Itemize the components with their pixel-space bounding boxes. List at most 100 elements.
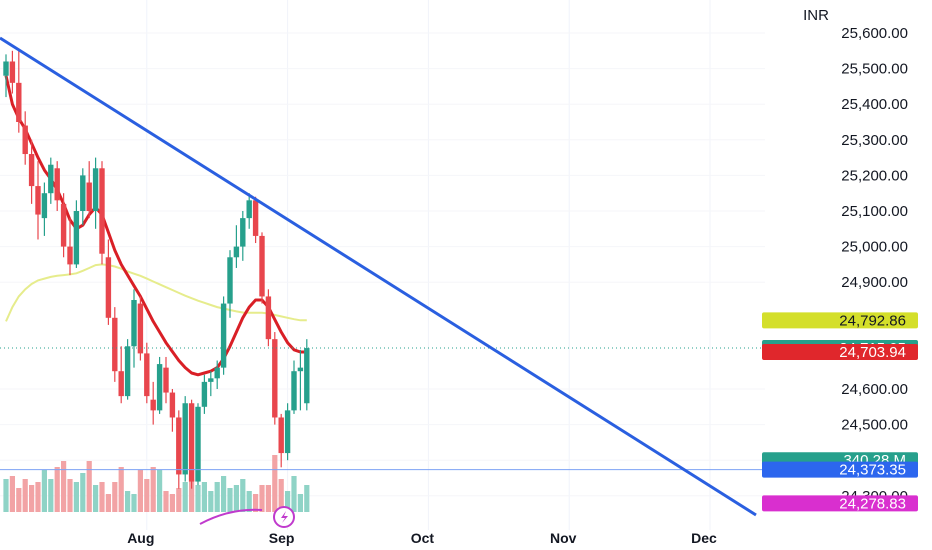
candle-body [54,168,60,201]
candle [201,374,208,414]
volume-bar [214,482,220,512]
candle-body [112,317,118,372]
candle [227,250,233,318]
candle [233,225,240,268]
candle [9,50,16,94]
y-tick-label: 25,300.00 [841,132,908,149]
y-tick-label: 24,600.00 [841,381,908,398]
moving-averages [4,75,307,377]
price-badge-background [762,312,918,329]
volume-bar [22,479,28,512]
volume-bar [304,485,310,512]
candle-body [80,175,86,211]
candle [48,157,54,204]
volume-bar [227,488,233,512]
grid [146,0,711,530]
volume-bar [265,485,271,512]
candle [304,339,310,411]
candle-body [105,257,112,318]
candle [272,332,278,425]
x-tick-label: Nov [550,530,577,546]
x-tick-label: Sep [269,530,295,546]
price-badge: 24,373.35 [762,461,918,479]
candles [3,50,310,489]
x-tick-label: Aug [127,530,154,546]
volume-bar [176,488,182,512]
volume-bar [93,485,99,512]
candle [291,360,297,414]
candle-body [297,367,304,372]
y-tick-label: 25,400.00 [841,96,908,113]
candle-body [16,82,22,122]
candle-body [201,381,208,407]
price-axis[interactable]: INR 25,600.00 25,500.00 25,400.00 25,300.00… [803,7,908,505]
candle-body [92,168,99,211]
candle [99,161,105,265]
y-tick-label: 24,900.00 [841,274,908,291]
candle-body [291,371,297,411]
volume-bar [9,476,15,512]
candle [163,356,169,404]
volume-bar [233,485,239,512]
candle [41,182,48,236]
candle-body [208,378,214,382]
candle [176,410,182,489]
candle [246,193,252,229]
candle [240,211,246,261]
candle-body [176,417,182,475]
y-tick-label: 25,600.00 [841,25,908,42]
volume-bar [246,491,252,512]
indicator-marker[interactable] [199,506,295,528]
candle-body [99,168,105,254]
trend-line [0,36,757,517]
candle [278,413,284,468]
candle-body [156,364,163,411]
candle [28,139,35,204]
price-badge-label: 24,278.83 [839,495,906,512]
candle [252,196,259,244]
candle-body [35,186,41,215]
candle [208,371,214,397]
candle-body [272,339,278,418]
candle [3,54,9,98]
volume-bar [278,479,284,512]
volume-bar [195,485,201,512]
candle [73,200,80,268]
candle [105,239,112,325]
candle-body [144,353,150,397]
volume-bar [157,470,163,512]
candle-body [259,235,265,297]
volume-bar [3,479,9,512]
candle-body [9,61,16,83]
volume-bar [67,479,73,512]
candle-body [41,193,48,219]
candle [137,296,144,361]
volume-bar [16,488,22,512]
volume-bar [73,482,79,512]
volume-bar [29,485,35,512]
x-tick-label: Oct [411,530,435,546]
candle-body [284,410,291,454]
candle [35,161,41,240]
volume-bar [189,479,195,512]
currency-label: INR [803,7,829,24]
candle-body [118,371,124,397]
time-axis[interactable]: Aug Sep Oct Nov Dec [127,530,717,546]
volume-bar [150,467,156,512]
volume-bar [112,482,118,512]
candle-body [22,125,28,155]
candle-body [124,346,131,397]
candle-body [265,296,272,340]
candle [284,403,291,461]
candle-body [73,211,80,265]
candle [182,396,188,482]
indicator-curve [199,508,263,525]
candle-body [163,367,169,393]
candle-body [60,203,67,247]
drawn-lines [0,36,765,517]
candle [118,346,124,404]
price-badge: 24,278.83 [762,495,918,512]
x-tick-label: Dec [691,530,717,546]
